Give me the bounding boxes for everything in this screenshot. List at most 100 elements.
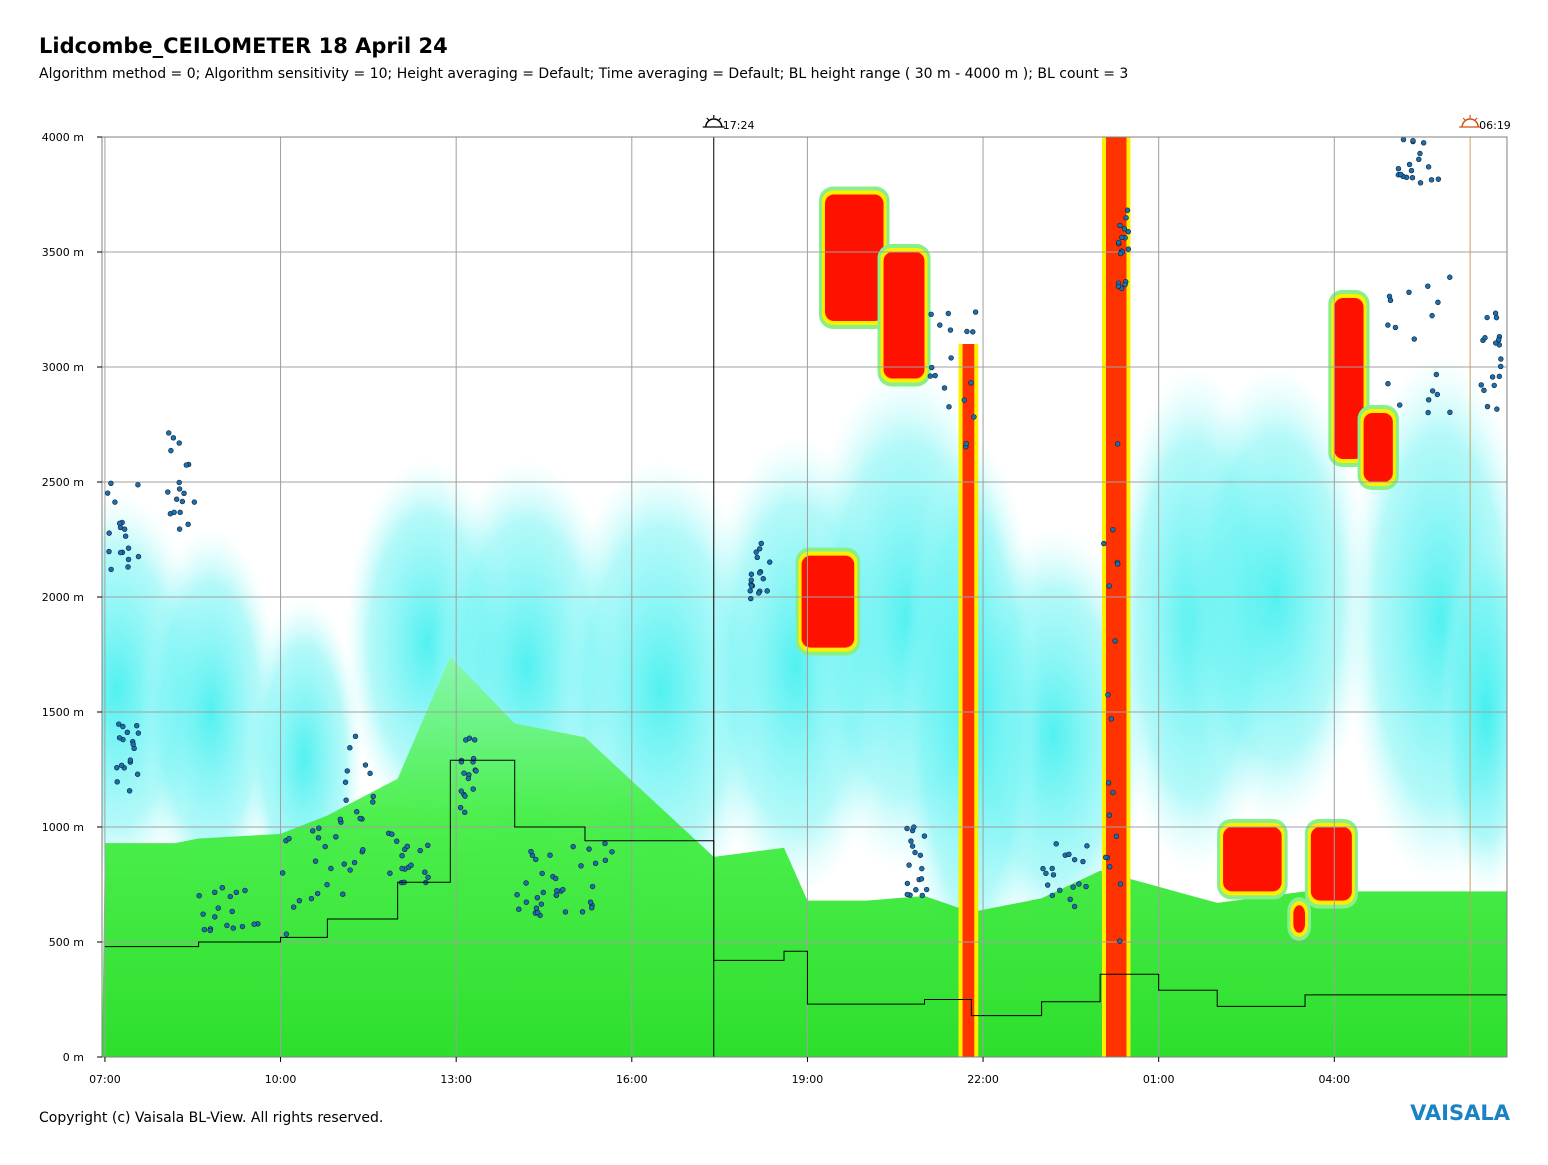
bl-point xyxy=(1125,246,1132,252)
sunrise-time-label: 06:19 xyxy=(1479,119,1511,132)
bl-point xyxy=(1406,161,1413,168)
bl-point xyxy=(547,852,553,858)
bl-point xyxy=(756,570,763,576)
bl-point xyxy=(1447,409,1453,415)
bl-point xyxy=(171,509,177,515)
bl-point xyxy=(212,914,218,920)
bl-point xyxy=(341,861,347,867)
bl-point xyxy=(399,853,405,859)
bl-point xyxy=(1428,177,1435,183)
bl-point xyxy=(1105,692,1111,698)
bl-point xyxy=(923,886,930,893)
bl-point xyxy=(1395,166,1402,172)
bl-point xyxy=(125,545,132,551)
bl-point xyxy=(1411,336,1417,342)
bl-point xyxy=(970,329,976,335)
sun-ray xyxy=(1462,117,1466,121)
bl-point xyxy=(1425,409,1431,416)
bl-point xyxy=(764,588,770,594)
bl-point xyxy=(1102,854,1109,860)
bl-point xyxy=(116,520,123,527)
bl-point xyxy=(534,894,541,901)
x-tick-label: 22:00 xyxy=(967,1073,999,1086)
bl-point xyxy=(1400,137,1407,143)
bl-point xyxy=(179,498,186,505)
bl-point xyxy=(1122,281,1128,288)
bl-point xyxy=(127,757,134,763)
bl-point xyxy=(1417,180,1424,186)
y-tick-label: 2500 m xyxy=(42,476,84,489)
bl-point xyxy=(1410,137,1416,144)
bl-point xyxy=(328,865,334,872)
bl-point xyxy=(399,865,405,872)
bl-point xyxy=(1117,881,1124,887)
x-tick-label: 04:00 xyxy=(1318,1073,1350,1086)
bl-point xyxy=(1115,283,1122,290)
y-tick-label: 0 m xyxy=(63,1051,84,1064)
bl-point xyxy=(912,849,918,856)
bl-point xyxy=(310,828,316,834)
bl-point xyxy=(1119,234,1125,241)
bl-point xyxy=(471,737,478,743)
bl-point xyxy=(1392,324,1399,331)
bl-point xyxy=(1429,312,1435,319)
bl-point xyxy=(176,440,182,446)
bl-height-step-line xyxy=(104,759,1507,1017)
cloud-core xyxy=(1310,827,1352,901)
bl-point xyxy=(1066,851,1072,858)
vaisala-logo: VAISALA xyxy=(1410,1101,1510,1125)
cloud-core xyxy=(1293,905,1306,933)
bl-point xyxy=(114,779,120,785)
bl-point xyxy=(183,462,190,468)
bl-point xyxy=(370,793,376,800)
bl-point xyxy=(1106,583,1112,589)
bl-point xyxy=(523,880,529,886)
bl-point xyxy=(1406,289,1412,296)
bl-point xyxy=(314,890,321,897)
bl-point xyxy=(748,595,754,602)
bl-point xyxy=(1105,780,1112,786)
x-tick-label: 19:00 xyxy=(792,1073,824,1086)
bl-point xyxy=(340,891,346,897)
bl-point xyxy=(586,846,592,852)
bl-point xyxy=(538,901,545,907)
bl-point xyxy=(470,786,476,792)
bl-point xyxy=(747,588,753,594)
bl-point xyxy=(539,870,545,877)
bl-point xyxy=(946,404,952,410)
sun-ray xyxy=(706,117,710,121)
bl-point xyxy=(1408,167,1415,174)
bl-point xyxy=(562,909,569,915)
y-tick-label: 1500 m xyxy=(42,706,84,719)
bl-point xyxy=(352,733,359,740)
bl-point xyxy=(514,892,520,898)
bl-point xyxy=(408,862,414,868)
bl-point xyxy=(1420,140,1427,146)
bl-point xyxy=(579,909,586,915)
bl-point xyxy=(461,770,467,776)
bl-point xyxy=(760,576,766,582)
bl-point xyxy=(1478,382,1484,388)
bl-point xyxy=(362,762,369,768)
bl-point xyxy=(120,723,126,730)
bl-point xyxy=(937,322,943,328)
y-tick-label: 2000 m xyxy=(42,591,84,604)
precip-column xyxy=(962,344,975,1057)
bl-point xyxy=(1110,526,1116,533)
bl-point xyxy=(589,883,596,890)
bl-point xyxy=(1115,239,1122,246)
cloud-core xyxy=(883,252,925,379)
bl-point xyxy=(1425,164,1432,170)
x-tick-label: 13:00 xyxy=(440,1073,472,1086)
bl-point xyxy=(181,490,187,497)
bl-point xyxy=(1117,938,1123,944)
y-tick-label: 500 m xyxy=(49,936,84,949)
bl-point xyxy=(104,490,111,496)
bl-point xyxy=(1057,887,1063,893)
bl-point xyxy=(1114,441,1121,447)
y-tick-label: 1000 m xyxy=(42,821,84,834)
bl-point xyxy=(904,825,910,832)
bl-point xyxy=(215,905,221,911)
bl-point xyxy=(117,549,124,556)
